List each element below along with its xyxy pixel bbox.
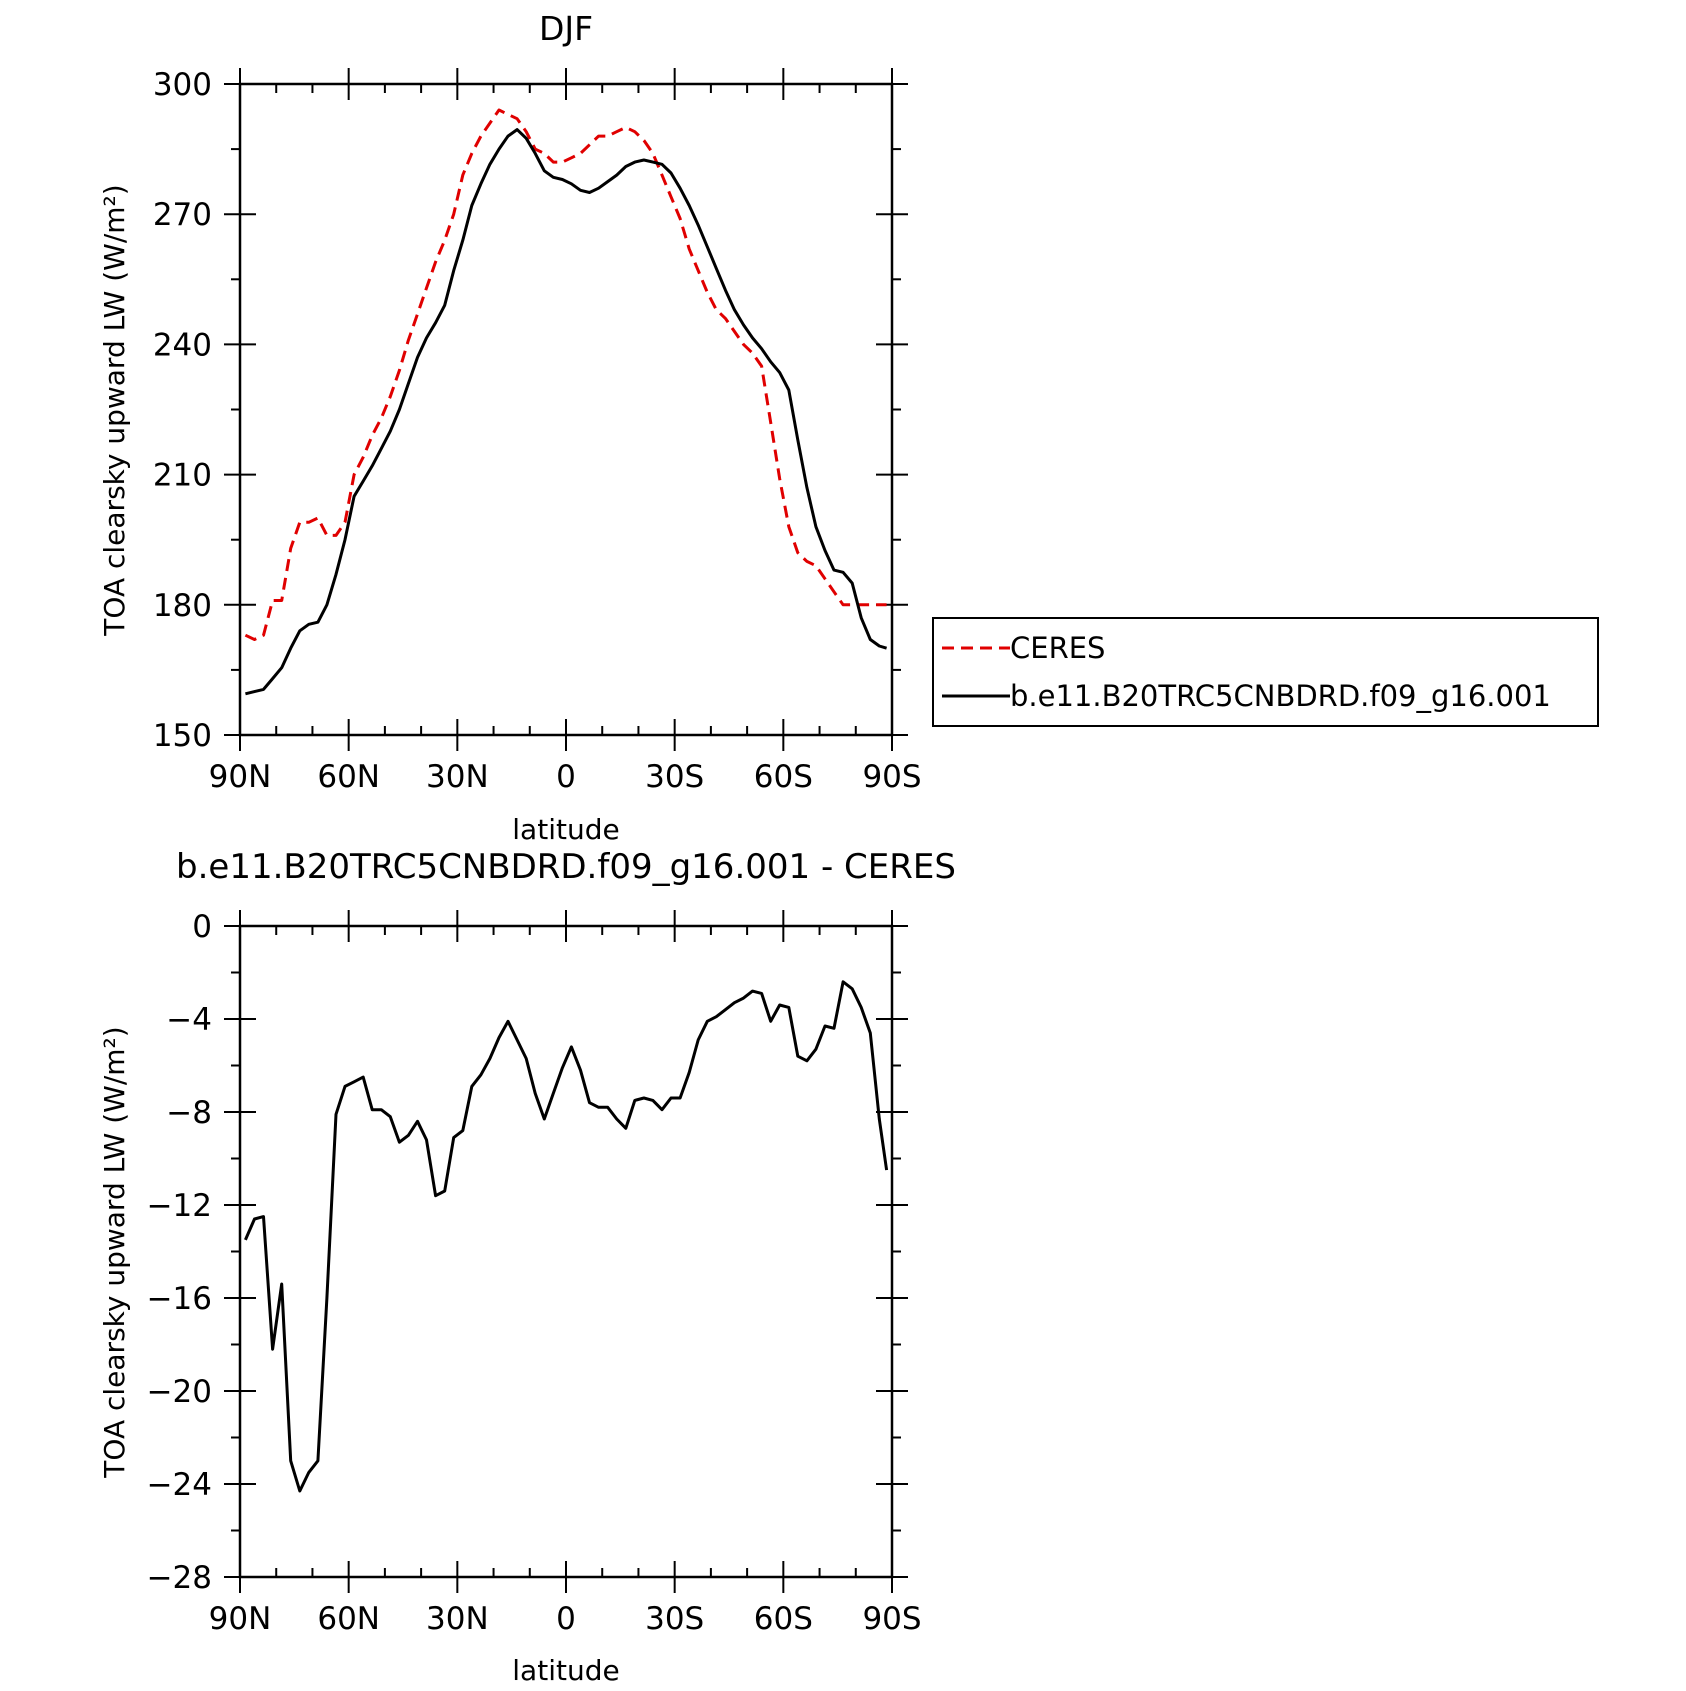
- legend-label-model: b.e11.B20TRC5CNBDRD.f09_g16.001: [1010, 679, 1551, 713]
- series-line-ceres: [244, 108, 887, 641]
- x-tick-label: 30S: [645, 1601, 704, 1637]
- y-tick-label: 180: [153, 588, 212, 624]
- series-line-b-e11-b20trc5cnbdrd-f09-g16-001: [245, 128, 888, 696]
- x-tick-label: 60N: [317, 759, 380, 795]
- x-tick-label: 0: [556, 1601, 576, 1637]
- bottom-series-layer: [244, 980, 889, 1493]
- difference-series-line: [244, 980, 889, 1493]
- legend: CERES b.e11.B20TRC5CNBDRD.f09_g16.001: [932, 617, 1599, 727]
- x-tick-label: 90S: [862, 759, 921, 795]
- y-tick-label: 150: [153, 718, 212, 754]
- top-x-axis-label: latitude: [512, 813, 619, 846]
- y-tick-label: −8: [166, 1095, 212, 1131]
- top-series-layer: [244, 108, 888, 696]
- top-y-axis-label: TOA clearsky upward LW (W/m²): [98, 184, 131, 636]
- y-tick-label: 240: [153, 327, 212, 363]
- x-tick-label: 60N: [317, 1601, 380, 1637]
- bottom-x-axis-ticks: 90N 60N 30N 0 30S 60S 90S: [209, 910, 922, 1637]
- x-tick-label: 30S: [645, 759, 704, 795]
- legend-label-ceres: CERES: [1010, 631, 1105, 665]
- bottom-panel-title: b.e11.B20TRC5CNBDRD.f09_g16.001 - CERES: [176, 847, 956, 887]
- x-tick-label: 60S: [754, 1601, 813, 1637]
- x-tick-label: 30N: [426, 759, 489, 795]
- y-tick-label: 0: [192, 909, 212, 945]
- top-x-axis-ticks: 90N 60N 30N 0 30S 60S 90S: [209, 68, 922, 795]
- legend-box: [932, 617, 1599, 727]
- top-panel-title: DJF: [539, 9, 593, 48]
- x-tick-label: 60S: [754, 759, 813, 795]
- x-tick-label: 90N: [209, 1601, 272, 1637]
- y-tick-label: −28: [147, 1560, 212, 1596]
- bottom-y-axis-label: TOA clearsky upward LW (W/m²): [98, 1026, 131, 1478]
- y-tick-label: 300: [153, 67, 212, 103]
- bottom-panel: b.e11.B20TRC5CNBDRD.f09_g16.001 - CERES …: [98, 847, 956, 1687]
- y-tick-label: −4: [166, 1002, 212, 1038]
- y-tick-label: −20: [147, 1374, 212, 1410]
- bottom-plot-frame: [238, 924, 894, 1579]
- x-tick-label: 0: [556, 759, 576, 795]
- y-tick-label: −12: [147, 1188, 212, 1224]
- x-tick-label: 90N: [209, 759, 272, 795]
- y-tick-label: −16: [147, 1281, 212, 1317]
- y-tick-label: 210: [153, 458, 212, 494]
- x-tick-label: 90S: [862, 1601, 921, 1637]
- bottom-y-axis-ticks: −28 −24 −20 −16 −12 −8 −4 0: [147, 909, 908, 1596]
- top-y-axis-ticks: 150 180 210 240 270 300: [153, 67, 908, 754]
- y-tick-label: 270: [153, 197, 212, 233]
- y-tick-label: −24: [147, 1467, 212, 1503]
- bottom-x-axis-label: latitude: [512, 1654, 619, 1686]
- x-tick-label: 30N: [426, 1601, 489, 1637]
